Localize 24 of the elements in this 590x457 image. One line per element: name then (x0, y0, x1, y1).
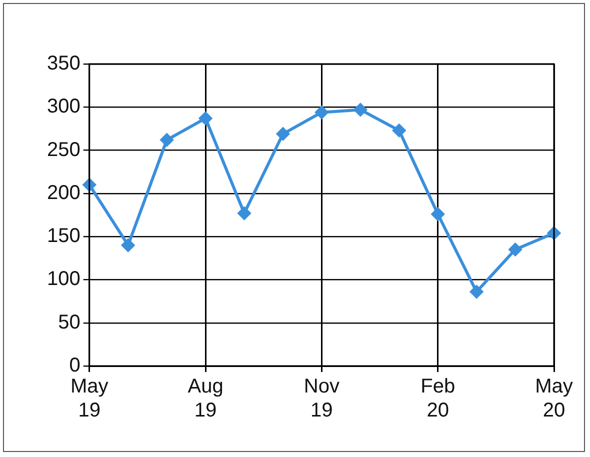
y-tick-label: 50 (58, 311, 80, 334)
y-tick-label: 300 (46, 96, 80, 118)
point (470, 285, 484, 298)
y-tick-label: 350 (46, 52, 80, 75)
point (508, 243, 522, 256)
point (392, 124, 406, 137)
point (354, 103, 367, 116)
point (431, 208, 444, 221)
y-tick-label: 0 (69, 354, 80, 377)
point (315, 106, 328, 119)
point (160, 133, 174, 146)
y-tick-label: 150 (46, 225, 80, 248)
y-tick-label: 100 (46, 268, 80, 290)
point (199, 112, 212, 125)
point (276, 127, 290, 140)
point (238, 206, 251, 220)
x-tick-label: Aug 19 (188, 376, 224, 422)
x-tick-label: May 19 (70, 376, 108, 422)
x-tick-label: Nov 19 (304, 376, 340, 422)
x-tick-label: Feb 20 (420, 376, 456, 422)
x-tick-label: May 20 (535, 376, 573, 422)
y-tick-label: 250 (46, 138, 80, 161)
y-tick-label: 200 (46, 182, 80, 204)
point (122, 238, 135, 252)
